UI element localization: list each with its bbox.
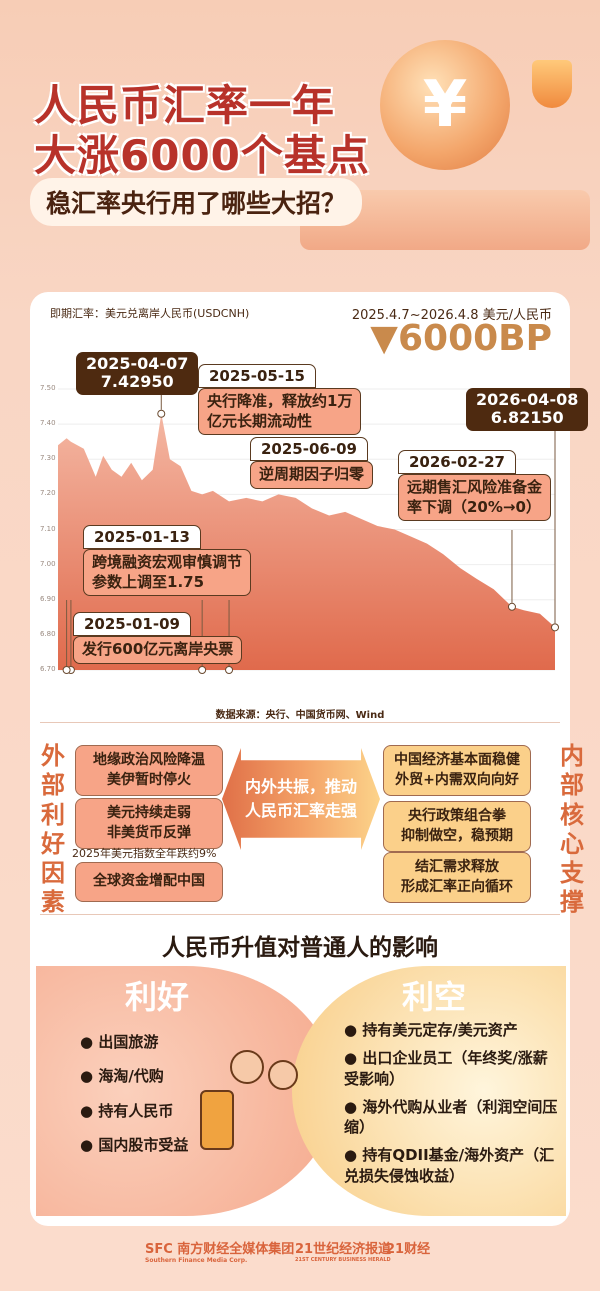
chart-title: 即期汇率：美元兑离岸人民币(USDCNH) [50, 307, 250, 320]
list-item: ● 出口企业员工（年终奖/涨薪受影响） [344, 1049, 548, 1088]
event-marker [507, 602, 516, 611]
annotation-2025-04-07: 2025-04-07 7.42950 [76, 352, 199, 395]
y-tick-label: 7.00 [40, 559, 56, 568]
y-tick-label: 6.70 [40, 665, 56, 673]
list-item: ● 持有美元定存/美元资产 [344, 1021, 518, 1039]
drawbacks-label: 利空 [402, 978, 467, 1016]
annotation-2025-06-09: 2025-06-09 逆周期因子归零 [250, 437, 374, 489]
internal-support-label: 内部核心支撑 [560, 742, 584, 917]
benefits-panel [36, 966, 336, 1216]
dollar-index-note: 2025年美元指数全年跌约9% [72, 847, 217, 860]
change-bp: ▼6000BP [370, 318, 552, 359]
center-arrow: 内外共振，推动 人民币汇率走强 [222, 748, 380, 850]
list-item: ● 国内股市受益 [80, 1135, 189, 1154]
suitcase-icon [200, 1090, 234, 1150]
benefits-label: 利好 [125, 978, 190, 1016]
drawbacks-panel [292, 966, 566, 1216]
external-factor: 全球资金增配中国 [75, 862, 223, 902]
annotation-2026-02-27: 2026-02-27 远期售汇风险准备金 率下调（20%→0） [398, 450, 552, 521]
shield-icon [532, 60, 572, 108]
drawbacks-list: ● 持有美元定存/美元资产 ● 出口企业员工（年终奖/涨薪受影响） ● 海外代购… [344, 1020, 559, 1186]
data-source: 数据来源：央行、中国货币网、Wind [215, 710, 385, 721]
title-line1: 人民币汇率一年 [34, 81, 336, 130]
annotation-2025-01-09: 2025-01-09 发行600亿元离岸央票 [73, 612, 243, 664]
divider [40, 914, 560, 915]
internal-factor: 央行政策组合拳 抑制做空，稳预期 [383, 801, 531, 853]
list-item: ● 海外代购从业者（利润空间压缩） [344, 1097, 558, 1136]
rate-area [58, 413, 555, 670]
title-line2: 大涨6000个基点 [34, 131, 370, 180]
internal-factor: 结汇需求释放 形成汇率正向循环 [383, 852, 531, 904]
y-tick-label: 7.10 [40, 524, 56, 533]
event-marker [551, 623, 559, 632]
travelers-illustration [180, 1050, 300, 1180]
divider [40, 722, 560, 723]
y-tick-label: 7.20 [40, 489, 56, 498]
21cbh-logo: 21世纪经济报道 21ST CENTURY BUSINESS HERALD [295, 1242, 392, 1263]
annotation-2025-05-15: 2025-05-15 央行降准，释放约1万 亿元长期流动性 [198, 364, 362, 435]
event-marker [157, 409, 166, 418]
external-factors-label: 外部利好因素 [41, 742, 65, 917]
external-factor: 地缘政治风险降温 美伊暂时停火 [75, 745, 223, 797]
chart-range: 2025.4.7~2026.4.8 美元/人民币 [351, 308, 552, 323]
y-tick-label: 6.90 [40, 594, 56, 603]
yuan-coin-icon: ¥ [380, 40, 510, 170]
y-tick-label: 7.50 [40, 384, 56, 392]
sfc-logo: SFC 南方财经全媒体集团 Southern Finance Media Corp… [145, 1242, 295, 1264]
list-item: ● 持有QDII基金/海外资产（汇兑损失侵蚀收益） [344, 1146, 555, 1185]
event-marker [198, 666, 207, 674]
y-tick-label: 6.80 [40, 629, 56, 638]
event-marker [62, 666, 71, 674]
impact-title: 人民币升值对普通人的影响 [162, 935, 438, 961]
list-item: ● 海淘/代购 [80, 1067, 164, 1086]
annotation-2025-01-13: 2025-01-13 跨境融资宏观审慎调节 参数上调至1.75 [83, 525, 252, 596]
benefits-list: ● 出国旅游 ● 海淘/代购 ● 持有人民币 ● 国内股市受益 [80, 1032, 188, 1155]
annotation-2026-04-08: 2026-04-08 6.82150 [466, 388, 589, 431]
y-tick-label: 7.40 [40, 419, 56, 428]
y-tick-label: 7.30 [40, 454, 56, 463]
event-marker [225, 666, 234, 674]
list-item: ● 持有人民币 [80, 1101, 174, 1120]
list-item: ● 出国旅游 [80, 1033, 159, 1051]
internal-factor: 中国经济基本面稳健 外贸+内需双向向好 [383, 745, 531, 797]
subtitle: 稳汇率央行用了哪些大招？ [30, 178, 363, 226]
21caijing-logo: 21财经 [386, 1242, 431, 1257]
external-factor: 美元持续走弱 非美货币反弹 [75, 798, 223, 850]
